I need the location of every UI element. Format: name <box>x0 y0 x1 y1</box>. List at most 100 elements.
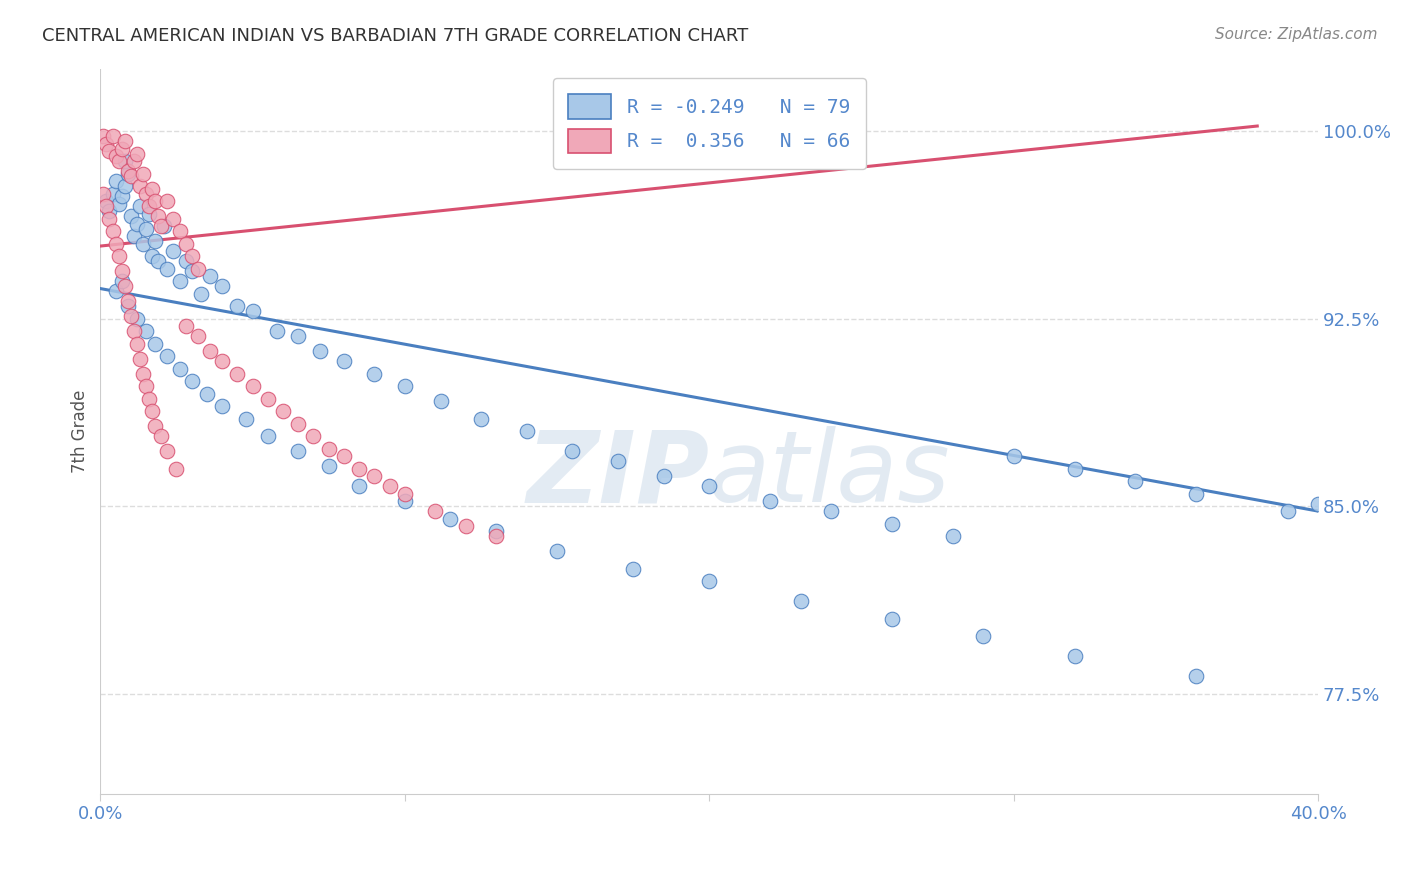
Point <box>454 519 477 533</box>
Point <box>114 134 136 148</box>
Point <box>439 511 461 525</box>
Point <box>117 164 139 178</box>
Text: CENTRAL AMERICAN INDIAN VS BARBADIAN 7TH GRADE CORRELATION CHART: CENTRAL AMERICAN INDIAN VS BARBADIAN 7TH… <box>42 27 748 45</box>
Point <box>1002 449 1025 463</box>
Point <box>430 394 453 409</box>
Point <box>187 261 209 276</box>
Point <box>98 144 121 158</box>
Point <box>470 411 492 425</box>
Point <box>111 264 134 278</box>
Point <box>156 261 179 276</box>
Point <box>1063 649 1085 664</box>
Point <box>169 274 191 288</box>
Point <box>211 279 233 293</box>
Point <box>148 209 170 223</box>
Point <box>141 404 163 418</box>
Point <box>697 479 720 493</box>
Point <box>942 529 965 543</box>
Point <box>425 504 447 518</box>
Point <box>162 211 184 226</box>
Point <box>211 399 233 413</box>
Point <box>378 479 401 493</box>
Point <box>363 469 385 483</box>
Point <box>122 324 145 338</box>
Point <box>1125 474 1147 488</box>
Point <box>122 229 145 244</box>
Point <box>143 419 166 434</box>
Point <box>271 404 294 418</box>
Point <box>114 179 136 194</box>
Point <box>120 209 142 223</box>
Point <box>93 129 115 144</box>
Point <box>153 219 176 233</box>
Point <box>485 524 508 538</box>
Point <box>287 329 309 343</box>
Point <box>117 299 139 313</box>
Point <box>162 244 184 258</box>
Point <box>156 444 179 458</box>
Point <box>820 504 842 518</box>
Point <box>141 249 163 263</box>
Point <box>174 236 197 251</box>
Point <box>135 221 157 235</box>
Point <box>96 136 118 151</box>
Point <box>195 386 218 401</box>
Point <box>132 236 155 251</box>
Text: ZIP: ZIP <box>526 426 709 523</box>
Point <box>93 186 115 201</box>
Point <box>347 461 370 475</box>
Point <box>117 294 139 309</box>
Point <box>347 479 370 493</box>
Point <box>174 319 197 334</box>
Point <box>96 199 118 213</box>
Point <box>226 367 249 381</box>
Y-axis label: 7th Grade: 7th Grade <box>72 390 89 473</box>
Point <box>256 429 278 443</box>
Point <box>235 411 257 425</box>
Point <box>104 174 127 188</box>
Point <box>516 424 538 438</box>
Text: atlas: atlas <box>709 426 950 523</box>
Point <box>150 219 173 233</box>
Point <box>318 459 340 474</box>
Point <box>132 367 155 381</box>
Point <box>166 461 188 475</box>
Point <box>394 494 416 508</box>
Point <box>621 561 644 575</box>
Point <box>652 469 675 483</box>
Point <box>143 336 166 351</box>
Point <box>129 179 152 194</box>
Point <box>1185 486 1208 500</box>
Point <box>120 169 142 183</box>
Point <box>226 299 249 313</box>
Point <box>96 194 118 208</box>
Point <box>101 129 124 144</box>
Point <box>98 211 121 226</box>
Point <box>135 324 157 338</box>
Point <box>122 154 145 169</box>
Point <box>242 304 264 318</box>
Point <box>129 199 152 213</box>
Point <box>141 181 163 195</box>
Point <box>111 189 134 203</box>
Point <box>880 612 903 626</box>
Point <box>363 367 385 381</box>
Point <box>138 206 160 220</box>
Point <box>148 254 170 268</box>
Point <box>287 444 309 458</box>
Point <box>101 186 124 201</box>
Point <box>789 594 811 608</box>
Text: Source: ZipAtlas.com: Source: ZipAtlas.com <box>1215 27 1378 42</box>
Point <box>174 254 197 268</box>
Point <box>180 374 202 388</box>
Point <box>1308 497 1330 511</box>
Point <box>104 236 127 251</box>
Point <box>333 449 356 463</box>
Point <box>198 344 221 359</box>
Point <box>114 154 136 169</box>
Point <box>211 354 233 368</box>
Point <box>190 286 212 301</box>
Point <box>135 379 157 393</box>
Point <box>125 336 148 351</box>
Point <box>101 224 124 238</box>
